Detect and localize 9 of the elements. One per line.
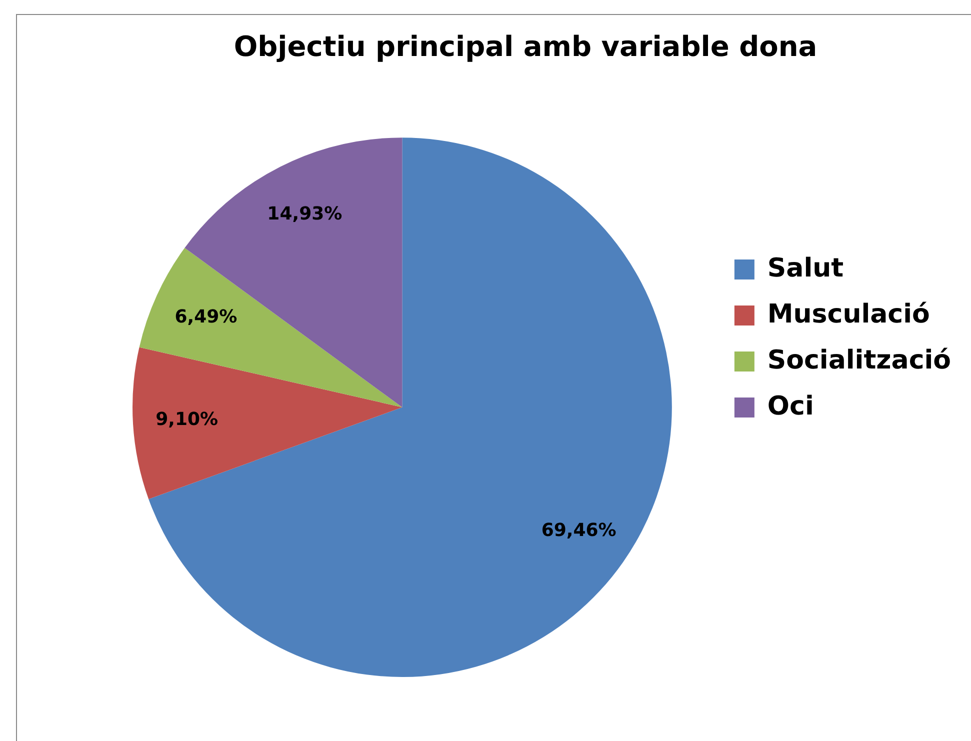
data-label: 69,46%	[541, 520, 616, 541]
data-label: 9,10%	[156, 409, 218, 430]
legend-label: Oci	[767, 391, 814, 422]
legend-label: Salut	[767, 253, 844, 284]
chart-title: Objectiu principal amb variable dona	[234, 30, 818, 64]
data-label: 14,93%	[267, 204, 342, 225]
legend-label: Musculació	[767, 299, 930, 330]
legend-label: Socialització	[767, 345, 952, 376]
data-label: 6,49%	[174, 306, 238, 328]
